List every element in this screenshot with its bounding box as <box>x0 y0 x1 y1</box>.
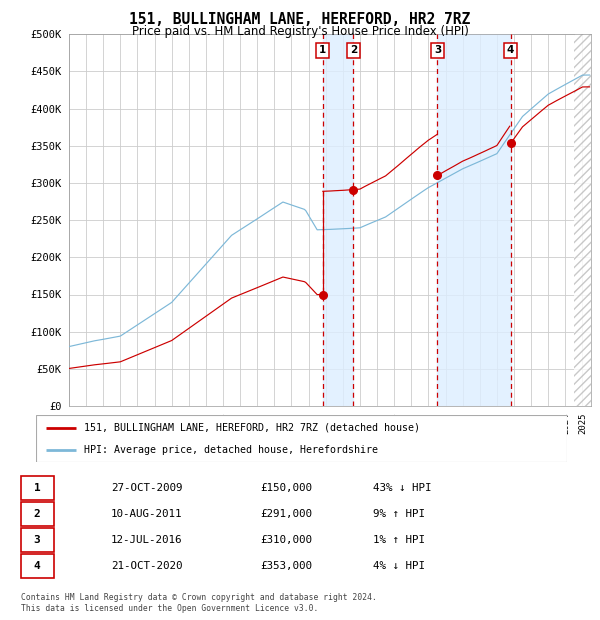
Text: Contains HM Land Registry data © Crown copyright and database right 2024.
This d: Contains HM Land Registry data © Crown c… <box>21 593 377 613</box>
Text: 21-OCT-2020: 21-OCT-2020 <box>111 560 182 570</box>
Text: 12-JUL-2016: 12-JUL-2016 <box>111 535 182 545</box>
Text: 9% ↑ HPI: 9% ↑ HPI <box>373 509 425 519</box>
Text: 151, BULLINGHAM LANE, HEREFORD, HR2 7RZ: 151, BULLINGHAM LANE, HEREFORD, HR2 7RZ <box>130 12 470 27</box>
Text: 4: 4 <box>507 45 514 55</box>
Text: 2: 2 <box>34 509 41 519</box>
Text: 1: 1 <box>34 483 41 493</box>
Text: 4% ↓ HPI: 4% ↓ HPI <box>373 560 425 570</box>
Bar <box>323 34 353 406</box>
Text: 1: 1 <box>319 45 326 55</box>
Bar <box>574 34 591 406</box>
Text: 2: 2 <box>350 45 357 55</box>
Text: 10-AUG-2011: 10-AUG-2011 <box>111 509 182 519</box>
FancyBboxPatch shape <box>21 528 53 552</box>
Text: £310,000: £310,000 <box>260 535 313 545</box>
Text: 3: 3 <box>434 45 441 55</box>
Text: Price paid vs. HM Land Registry's House Price Index (HPI): Price paid vs. HM Land Registry's House … <box>131 25 469 38</box>
FancyBboxPatch shape <box>21 476 53 500</box>
Text: £291,000: £291,000 <box>260 509 313 519</box>
Text: 4: 4 <box>34 560 41 570</box>
Text: 1% ↑ HPI: 1% ↑ HPI <box>373 535 425 545</box>
Text: HPI: Average price, detached house, Herefordshire: HPI: Average price, detached house, Here… <box>84 445 378 454</box>
FancyBboxPatch shape <box>21 502 53 526</box>
Text: £150,000: £150,000 <box>260 483 313 493</box>
Text: 151, BULLINGHAM LANE, HEREFORD, HR2 7RZ (detached house): 151, BULLINGHAM LANE, HEREFORD, HR2 7RZ … <box>84 423 420 433</box>
Text: 43% ↓ HPI: 43% ↓ HPI <box>373 483 432 493</box>
Bar <box>437 34 511 406</box>
Text: 3: 3 <box>34 535 41 545</box>
Text: 27-OCT-2009: 27-OCT-2009 <box>111 483 182 493</box>
Text: £353,000: £353,000 <box>260 560 313 570</box>
FancyBboxPatch shape <box>21 554 53 578</box>
